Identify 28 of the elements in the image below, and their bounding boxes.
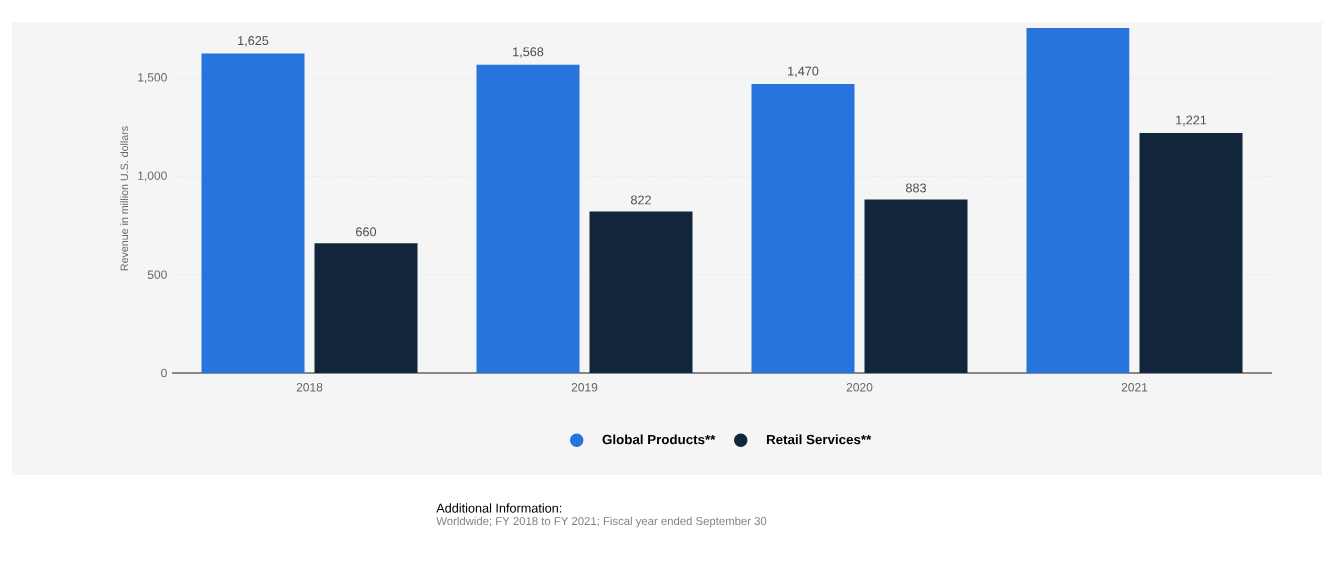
text: Worldwide; FY 2018 to FY 2021; Fiscal year ended September 30	[436, 516, 767, 528]
bar	[1026, 27, 1130, 373]
data-label: 1,568	[513, 47, 544, 58]
bar	[589, 211, 693, 373]
bar	[751, 83, 855, 373]
bar	[1139, 132, 1243, 373]
x-tick-label: 2021	[1121, 383, 1148, 392]
y-tick-label: 1,000	[138, 171, 167, 182]
data-label: 1,625	[238, 36, 269, 47]
legend-label: Retail Services**	[766, 434, 872, 445]
x-tick-label: 2020	[846, 383, 873, 392]
y-axis-title: Revenue in million U.S. dollars	[120, 126, 129, 271]
bar	[864, 199, 968, 373]
bar	[314, 243, 418, 373]
data-label: 1,221	[1176, 115, 1207, 127]
x-tick-label: 2018	[296, 383, 323, 392]
y-tick-label: 1,500	[138, 73, 167, 84]
data-label: 822	[630, 195, 651, 205]
bar	[201, 53, 305, 373]
text: Additional Information:	[436, 503, 562, 513]
y-tick-label: 500	[147, 270, 167, 279]
data-label: 1,470	[788, 66, 819, 78]
bar	[476, 64, 580, 373]
legend-label: Global Products**	[602, 434, 716, 445]
x-tick-label: 2019	[571, 383, 598, 392]
data-label: 660	[356, 227, 377, 237]
y-tick-label: 0	[161, 368, 167, 378]
data-label: 883	[905, 183, 927, 193]
